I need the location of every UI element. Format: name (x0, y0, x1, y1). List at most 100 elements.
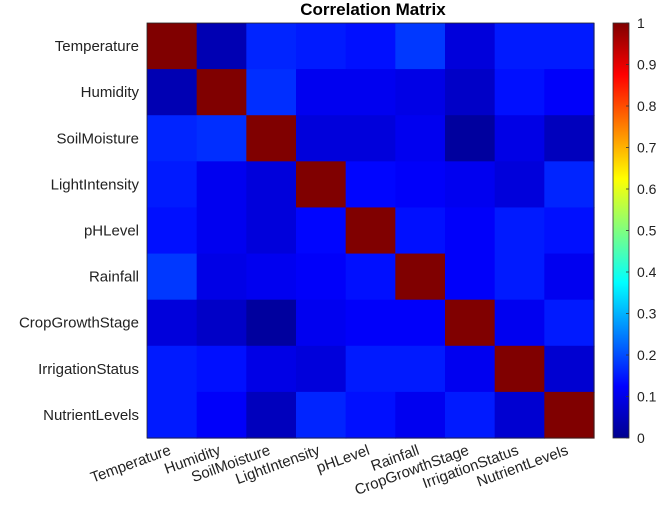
heatmap-cell (544, 299, 595, 347)
heatmap-cell (246, 207, 297, 255)
heatmap-cell (544, 69, 595, 116)
heatmap-cell (494, 161, 545, 209)
heatmap-cell (395, 207, 446, 255)
heatmap-cell (296, 253, 347, 301)
heatmap-cell (494, 391, 545, 439)
heatmap-cell (494, 23, 545, 70)
x-tick-label: Temperature (88, 442, 173, 487)
colorbar-tick-label: 0 (637, 430, 645, 446)
heatmap-cell (494, 207, 545, 255)
heatmap-cell (246, 345, 297, 393)
colorbar-tick-label: 1 (637, 15, 645, 31)
y-axis-tick-labels: Temperature Humidity SoilMoisture LightInte… (19, 38, 140, 424)
heatmap-cell (196, 161, 247, 209)
heatmap-cell (147, 115, 198, 162)
heatmap-cell (147, 299, 198, 347)
heatmap-cell (246, 161, 297, 209)
heatmap-cell (345, 115, 396, 162)
heatmap-cell (147, 69, 198, 116)
heatmap-cell (246, 391, 297, 439)
heatmap-cell (445, 299, 496, 347)
heatmap-cell (395, 253, 446, 301)
heatmap-cell (147, 253, 198, 301)
heatmap-cell (147, 23, 198, 70)
heatmap-cell (544, 115, 595, 162)
heatmap-cell (296, 23, 347, 70)
heatmap-cell (395, 299, 446, 347)
colorbar-tick-label: 0.2 (637, 347, 657, 363)
heatmap-cell (196, 253, 247, 301)
heatmap-cell (296, 299, 347, 347)
heatmap-cell (196, 23, 247, 70)
heatmap-cell (147, 207, 198, 255)
heatmap-cell (196, 391, 247, 439)
heatmap-cell (147, 391, 198, 439)
heatmap-cell (196, 207, 247, 255)
colorbar-tick-label: 0.4 (637, 264, 657, 280)
heatmap-cell (345, 391, 396, 439)
x-tick-label: pHLevel (314, 442, 372, 477)
heatmap-cell (395, 161, 446, 209)
heatmap-cell (445, 253, 496, 301)
heatmap-cell (196, 345, 247, 393)
heatmap-cell (494, 345, 545, 393)
heatmap-cell (445, 115, 496, 162)
heatmap-cell (246, 69, 297, 116)
heatmap-cell (445, 161, 496, 209)
chart-title: Correlation Matrix (300, 0, 446, 19)
heatmap-cell (296, 391, 347, 439)
y-tick-label: CropGrowthStage (19, 315, 139, 332)
colorbar-tick-label: 0.1 (637, 389, 657, 405)
heatmap-cell (494, 299, 545, 347)
heatmap-cell (196, 69, 247, 116)
heatmap-cell (147, 345, 198, 393)
heatmap-cell (544, 345, 595, 393)
y-tick-label: NutrientLevels (43, 407, 139, 424)
y-tick-label: Humidity (81, 84, 140, 101)
colorbar-tick-label: 0.5 (637, 223, 657, 239)
heatmap-cell (494, 115, 545, 162)
heatmap-cell (544, 161, 595, 209)
heatmap-cell (345, 161, 396, 209)
heatmap-cell (246, 253, 297, 301)
heatmap-cell (345, 69, 396, 116)
heatmap-cell (296, 207, 347, 255)
y-tick-label: LightIntensity (51, 176, 140, 193)
heatmap-cell (395, 69, 446, 116)
heatmap-cell (246, 299, 297, 347)
heatmap-cell (296, 345, 347, 393)
heatmap-cell (395, 115, 446, 162)
heatmap-cell (246, 23, 297, 70)
y-tick-label: Rainfall (89, 269, 139, 286)
heatmap-cell (445, 207, 496, 255)
x-axis-tick-labels: TemperatureHumiditySoilMoistureLightInte… (88, 442, 570, 499)
heatmap-cell (445, 23, 496, 70)
heatmap-cell (445, 391, 496, 439)
heatmap-cell (296, 161, 347, 209)
heatmap-cell (345, 253, 396, 301)
heatmap-cell (445, 69, 496, 116)
heatmap-cell (345, 345, 396, 393)
heatmap-cell (246, 115, 297, 162)
heatmap-cell (544, 23, 595, 70)
heatmap-cell (544, 391, 595, 439)
heatmap-cell (445, 345, 496, 393)
y-tick-label: IrrigationStatus (38, 361, 139, 378)
heatmap-cell (147, 161, 198, 209)
heatmap-cell (395, 23, 446, 70)
colorbar-ticks: 0 0.1 0.2 0.3 0.4 0.5 0.6 0.7 0.8 0.9 1 (626, 15, 657, 446)
plot-border (146, 22, 595, 439)
y-tick-label: Temperature (55, 38, 139, 55)
y-tick-label: pHLevel (84, 223, 139, 240)
colorbar-tick-label: 0.7 (637, 140, 657, 156)
heatmap-cell (196, 115, 247, 162)
heatmap-cell (345, 207, 396, 255)
heatmap-cell (395, 391, 446, 439)
heatmap-cell (296, 69, 347, 116)
colorbar-tick-label: 0.9 (637, 57, 657, 73)
colorbar-tick-label: 0.3 (637, 306, 657, 322)
heatmap-cell (395, 345, 446, 393)
heatmap-cells (146, 22, 595, 439)
